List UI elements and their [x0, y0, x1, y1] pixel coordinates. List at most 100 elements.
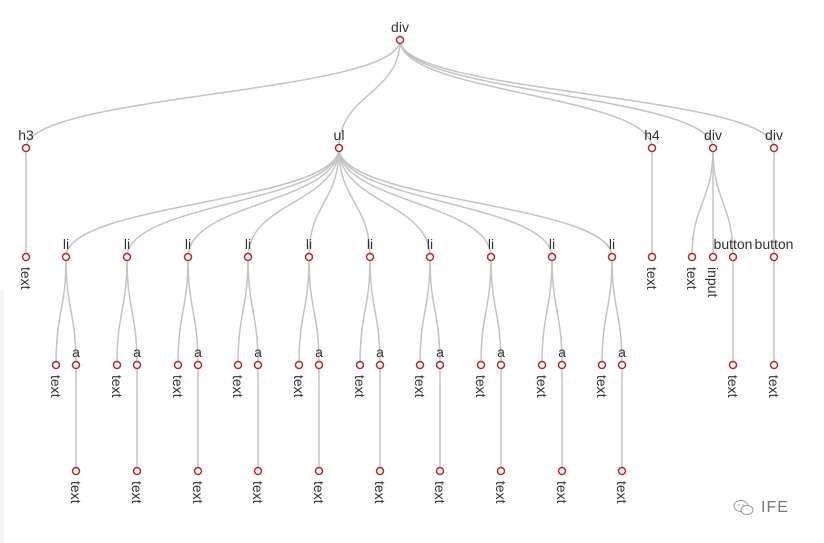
tree-node-label: text — [129, 481, 145, 504]
tree-node-text — [314, 466, 324, 476]
tree-link — [691, 147, 714, 258]
watermark-text: IFE — [761, 499, 789, 516]
tree-node-text — [233, 360, 243, 370]
tree-node-label: li — [124, 236, 130, 252]
tree-node-a — [253, 360, 263, 370]
tree-link — [308, 256, 320, 366]
tree-node-label: text — [250, 481, 266, 504]
tree-node-li — [486, 252, 496, 262]
tree-link — [338, 147, 371, 258]
tree-node-button — [728, 252, 738, 262]
tree-node-label: li — [306, 236, 312, 252]
tree-node-li — [304, 252, 314, 262]
tree-node-label: text — [190, 481, 206, 504]
tree-node-label: input — [705, 267, 721, 297]
tree-node-label: text — [170, 375, 186, 398]
tree-link — [490, 256, 502, 366]
tree-node-text — [647, 252, 657, 262]
tree-node-label: li — [488, 236, 494, 252]
tree-node-label: a — [497, 344, 505, 360]
tree-node-text — [597, 360, 607, 370]
tree-link — [359, 256, 371, 366]
tree-node-label: text — [68, 481, 84, 504]
tree-link — [338, 147, 553, 258]
tree-node-a — [435, 360, 445, 370]
tree-node-ul — [334, 143, 344, 153]
tree-node-label: text — [291, 375, 307, 398]
tree-node-label: text — [352, 375, 368, 398]
tree-node-label: a — [618, 344, 626, 360]
tree-node-label: li — [185, 236, 191, 252]
tree-node-div — [395, 35, 405, 45]
tree-node-input — [708, 252, 718, 262]
tree-link — [298, 256, 310, 366]
tree-node-label: text — [432, 481, 448, 504]
tree-node-div — [769, 143, 779, 153]
tree-node-text — [617, 466, 627, 476]
tree-link — [338, 147, 613, 258]
tree-node-li — [607, 252, 617, 262]
tree-node-text — [769, 360, 779, 370]
tree-link — [601, 256, 613, 366]
tree-node-label: li — [63, 236, 69, 252]
left-edge-shadow — [0, 290, 4, 543]
tree-link — [399, 39, 653, 149]
tree-node-text — [557, 466, 567, 476]
tree-node-label: text — [372, 481, 388, 504]
tree-node-label: text — [18, 267, 34, 290]
tree-node-label: a — [315, 344, 323, 360]
tree-node-button — [769, 252, 779, 262]
tree-node-label: text — [534, 375, 550, 398]
tree-node-label: button — [755, 236, 794, 252]
tree-node-label: text — [311, 481, 327, 504]
tree-node-li — [425, 252, 435, 262]
tree-node-a — [375, 360, 385, 370]
tree-node-a — [193, 360, 203, 370]
tree-link — [338, 147, 431, 258]
tree-node-li — [183, 252, 193, 262]
tree-node-label: a — [436, 344, 444, 360]
tree-node-text — [476, 360, 486, 370]
tree-link — [187, 256, 199, 366]
tree-node-label: a — [558, 344, 566, 360]
tree-node-text — [537, 360, 547, 370]
tree-node-label: text — [614, 481, 630, 504]
tree-node-label: text — [766, 375, 782, 398]
tree-link — [177, 256, 189, 366]
tree-node-text — [173, 360, 183, 370]
tree-node-label: text — [684, 267, 700, 290]
tree-node-label: div — [391, 19, 409, 35]
tree-link — [116, 256, 128, 366]
tree-link — [338, 147, 492, 258]
tree-node-li — [365, 252, 375, 262]
tree-link — [480, 256, 492, 366]
tree-node-a — [132, 360, 142, 370]
tree-node-text — [496, 466, 506, 476]
tree-node-h4 — [647, 143, 657, 153]
tree-node-a — [314, 360, 324, 370]
tree-node-label: button — [714, 236, 753, 252]
tree-link — [65, 147, 340, 258]
tree-node-a — [71, 360, 81, 370]
tree-node-text — [51, 360, 61, 370]
tree-node-label: text — [554, 481, 570, 504]
tree-node-label: div — [704, 127, 722, 143]
tree-node-label: h4 — [644, 127, 660, 143]
tree-node-text — [112, 360, 122, 370]
tree-node-label: text — [493, 481, 509, 504]
tree-nodes: divh3textullitextatextlitextatextlitexta… — [18, 19, 793, 504]
tree-node-label: a — [194, 344, 202, 360]
tree-node-a — [557, 360, 567, 370]
tree-node-label: li — [367, 236, 373, 252]
tree-link — [237, 256, 249, 366]
tree-node-label: text — [412, 375, 428, 398]
tree-node-label: ul — [334, 127, 345, 143]
tree-node-label: a — [133, 344, 141, 360]
tree-link — [399, 39, 714, 149]
tree-node-label: li — [427, 236, 433, 252]
tree-node-text — [435, 466, 445, 476]
watermark: IFE — [733, 499, 789, 517]
tree-node-text — [21, 252, 31, 262]
tree-node-li — [61, 252, 71, 262]
tree-node-label: text — [48, 375, 64, 398]
